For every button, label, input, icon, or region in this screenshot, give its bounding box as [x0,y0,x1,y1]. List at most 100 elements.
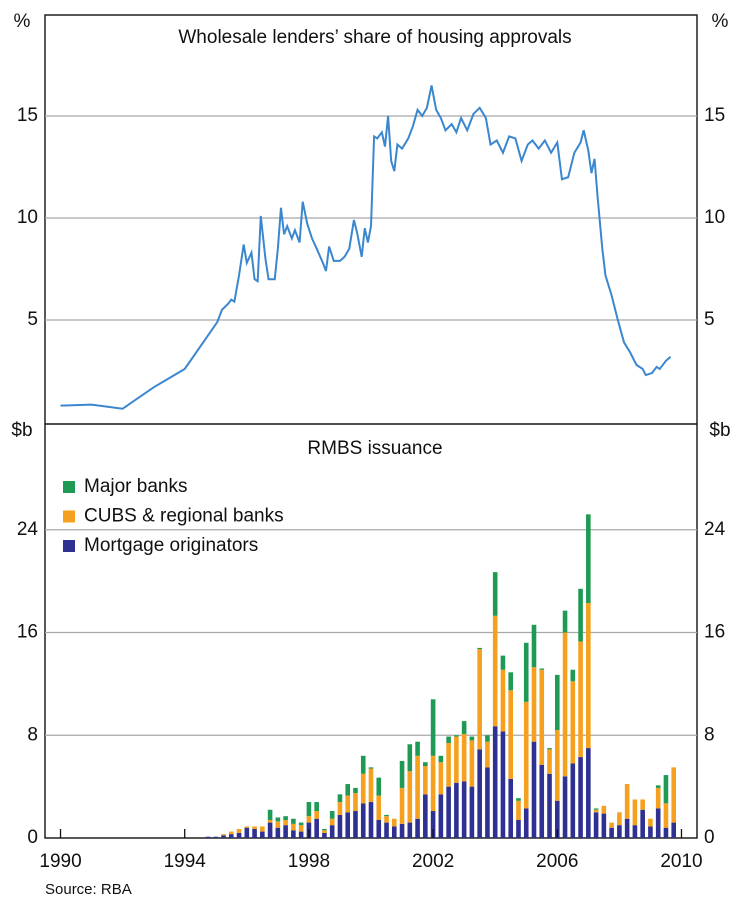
bar-segment [329,818,335,826]
bar-segment [368,767,374,769]
bar-segment [500,731,506,838]
bar-segment [446,736,451,743]
bar-segment [593,812,599,838]
legend-swatch [63,540,75,552]
bar-segment [508,778,514,838]
bar-segment [562,632,568,777]
bar-segment [446,786,451,838]
bar-segment [407,771,413,823]
bar-segment [430,755,436,812]
bar-segment [648,818,653,827]
bar-segment [423,766,428,795]
bar-segment [236,829,242,833]
bar-segment [291,830,296,838]
bar-segment [314,818,319,838]
bar-segment [640,809,645,838]
bar-segment [609,822,614,828]
bar-segment [322,830,327,833]
bottom-title: RMBS issuance [307,438,442,459]
bar-segment [438,794,444,838]
bar-segment [477,649,482,750]
bar-segment [523,701,529,809]
bar-segment [415,755,420,819]
bar-segment [609,827,614,838]
bar-segment [671,767,677,823]
bar-segment [523,642,529,702]
bar-segment [298,822,304,826]
bar-segment [578,641,583,758]
bar-segment [337,814,343,838]
y-tick-label: 24 [17,519,39,540]
bar-segment [423,794,428,838]
bar-segment [298,831,304,838]
bar-segment [655,808,661,838]
bar-segment [454,736,459,783]
bar-segment [337,794,343,803]
line [60,85,672,410]
bar-segment [298,825,304,832]
bar-segment [586,514,591,603]
bar-segment [252,829,257,838]
bar-segment [399,823,405,838]
bar-segment [368,802,374,838]
bar-segment [306,802,312,817]
bar-segment [244,827,250,838]
bar-segment [570,669,576,682]
bar-segment [283,820,288,826]
y-tick-label: 5 [704,309,715,330]
bar-segment [399,787,405,824]
bar-segment [554,730,560,801]
bar-segment [228,831,234,835]
bar-segment [640,799,645,810]
legend-swatch [63,481,75,493]
bar-segment [407,822,413,838]
bar-segment [648,826,653,838]
y-tick-label: 0 [704,827,715,848]
y-tick-label: 8 [27,724,38,745]
bar-segment [570,763,576,838]
bar-segment [376,777,382,796]
bar-segment [539,668,545,670]
y-label-left: % [14,11,31,32]
top-title: Wholesale lenders’ share of housing appr… [178,27,571,48]
y-tick-label: 10 [17,207,38,228]
bar-segment [624,818,630,838]
y-tick-label: 24 [704,519,726,540]
bar-segment [663,803,669,828]
bar-segment [523,808,529,838]
bar-segment [306,816,312,823]
bar-segment [516,798,521,801]
bar-segment [228,834,234,838]
bar-segment [663,775,669,804]
bar-segment [391,818,397,827]
bar-segment [283,816,288,821]
bar-segment [531,667,537,742]
bar-segment [438,755,444,763]
bar-segment [547,749,552,774]
bar-segment [407,744,413,772]
bar-segment [586,748,591,838]
bar-segment [601,813,607,838]
bar-segment [415,818,420,838]
bar-segment [360,755,366,774]
bar-segment [485,741,490,768]
bar-segment [314,811,319,819]
bar-segment [329,811,335,819]
y-tick-label: 8 [704,724,715,745]
bar-segment [267,822,273,838]
bar-segment [454,782,459,838]
bar-segment [329,825,335,838]
legend-label: CUBS & regional banks [84,506,284,527]
legend-swatch [63,510,75,523]
bar-segment [562,610,568,633]
bar-segment [430,699,436,756]
bar-segment [617,812,622,826]
bar-segment [461,781,467,838]
bar-segment [570,681,576,764]
bar-segment [578,588,583,642]
bar-segment [244,826,250,828]
bar-segment [337,802,343,815]
bar-segment [554,674,560,731]
bar-segment [547,773,552,838]
